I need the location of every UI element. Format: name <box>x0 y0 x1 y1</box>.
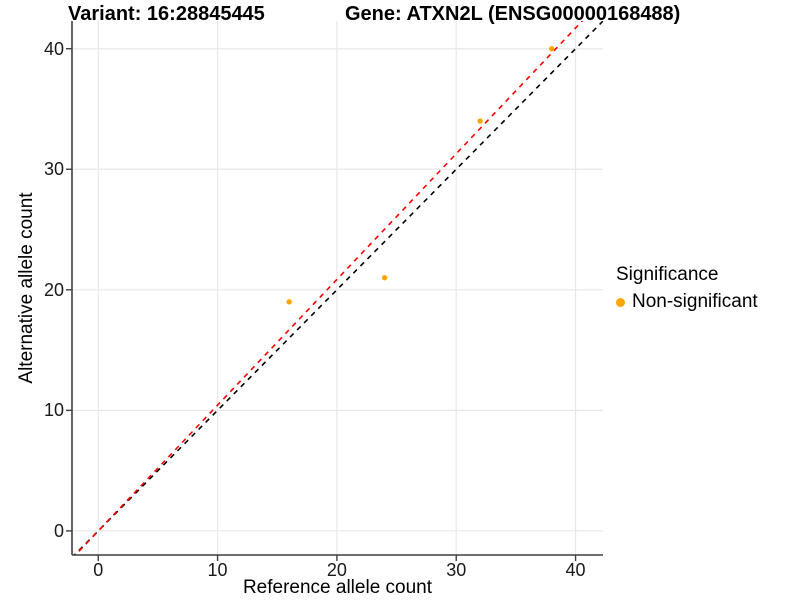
y-tick-label: 30 <box>43 159 64 180</box>
x-tick-label: 40 <box>565 560 586 580</box>
legend-item-label: Non-significant <box>632 291 758 312</box>
plot-title-gene: Gene: ATXN2L (ENSG00000168488) <box>345 3 681 25</box>
data-point <box>548 46 555 52</box>
legend-item: Non-significant <box>616 291 758 313</box>
y-tick-label: 20 <box>43 279 64 300</box>
plot-title-variant: Variant: 16:28845445 <box>68 3 265 25</box>
x-tick-label: 10 <box>207 560 228 580</box>
x-tick-label: 20 <box>326 560 347 580</box>
y-tick-label: 10 <box>43 400 64 421</box>
data-point <box>286 299 292 305</box>
y-axis-title: Alternative allele count <box>16 192 37 384</box>
x-tick-label: 0 <box>93 560 104 580</box>
data-point <box>477 118 483 124</box>
x-axis-title: Reference allele count <box>242 577 433 598</box>
y-tick-label: 40 <box>43 38 64 59</box>
x-tick-label: 30 <box>446 560 467 580</box>
legend-point-icon <box>616 297 625 307</box>
legend: Significance Non-significant <box>616 264 758 313</box>
fitted-line <box>74 21 584 555</box>
data-point <box>381 275 388 281</box>
y-tick-label: 0 <box>53 520 64 541</box>
legend-title: Significance <box>616 264 719 285</box>
